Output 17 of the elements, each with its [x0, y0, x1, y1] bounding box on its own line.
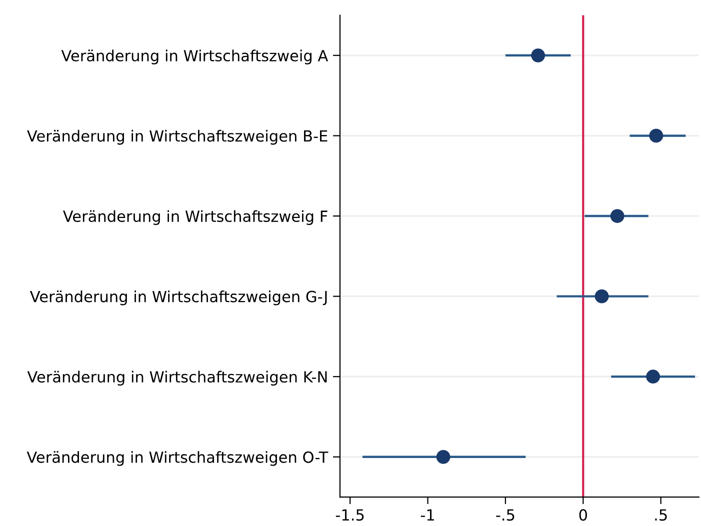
point	[610, 209, 624, 223]
point	[646, 370, 660, 384]
y-tick-label: Veränderung in Wirtschaftszweigen O-T	[26, 451, 328, 466]
x-tick-label: -1	[420, 509, 434, 520]
x-tick-label: 0	[579, 509, 587, 521]
point	[531, 48, 546, 62]
x-tick-label: .5	[655, 509, 667, 521]
y-tick-label: Veränderung in Wirtschaftszweigen B-E	[27, 130, 328, 145]
point	[436, 450, 450, 464]
y-tick-label: Veränderung in Wirtschaftszweig F	[62, 210, 328, 225]
x-tick-label: -.5	[496, 509, 514, 521]
y-tick-label: Veränderung in Wirtschaftszweigen K-N	[27, 370, 327, 386]
y-tick-label: Veränderung in Wirtschaftszweig A	[61, 50, 328, 64]
y-tick-label: Veränderung in Wirtschaftszweigen G-J	[30, 290, 327, 306]
point	[594, 289, 609, 304]
point	[649, 128, 664, 143]
x-tick-label: -1.5	[336, 509, 364, 521]
